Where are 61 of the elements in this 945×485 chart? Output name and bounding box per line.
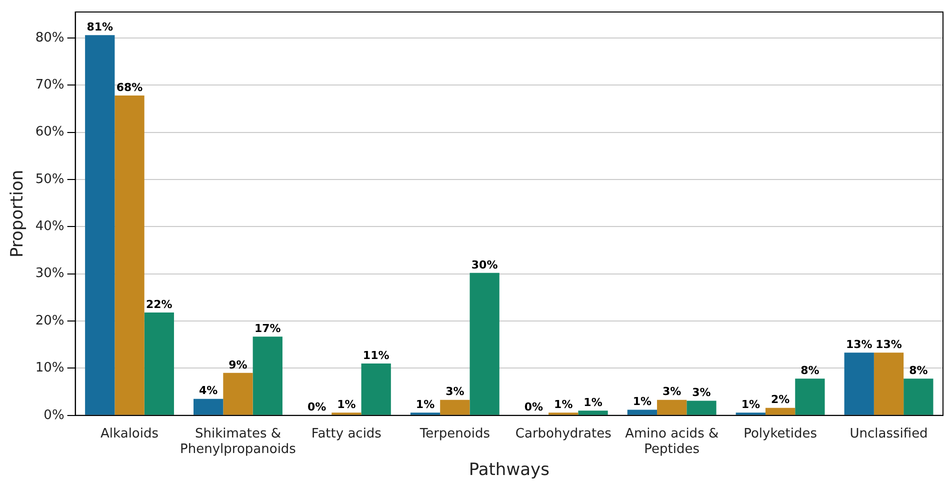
y-tick-label: 70% bbox=[35, 78, 64, 93]
y-tick-label: 0% bbox=[44, 408, 64, 423]
data-label: 17% bbox=[254, 322, 281, 335]
data-label: 4% bbox=[199, 384, 218, 398]
y-tick-label: 80% bbox=[35, 30, 64, 46]
x-tick-label: Unclassified bbox=[850, 426, 928, 442]
x-tick-label: Polyketides bbox=[744, 426, 818, 442]
data-label: 9% bbox=[228, 358, 248, 372]
bar bbox=[657, 400, 687, 415]
data-label: 1% bbox=[554, 398, 573, 411]
bar bbox=[252, 336, 282, 415]
data-label: 1% bbox=[632, 395, 652, 408]
bar bbox=[795, 378, 825, 415]
bar bbox=[85, 35, 115, 415]
data-label: 0% bbox=[307, 400, 326, 414]
bar bbox=[194, 398, 224, 415]
x-tick-label: Fatty acids bbox=[311, 426, 382, 442]
data-label: 0% bbox=[524, 400, 544, 414]
data-label: 3% bbox=[446, 385, 464, 398]
data-label: 2% bbox=[770, 393, 790, 406]
data-label: 3% bbox=[692, 386, 711, 400]
bar bbox=[765, 408, 796, 415]
data-label: 22% bbox=[146, 298, 172, 311]
bar bbox=[470, 272, 500, 415]
data-label: 13% bbox=[846, 338, 872, 352]
data-label: 1% bbox=[416, 398, 435, 411]
y-tick-label: 10% bbox=[35, 360, 64, 376]
bar bbox=[904, 378, 934, 415]
y-tick-label: 50% bbox=[35, 172, 64, 187]
y-axis-title: Proportion bbox=[8, 170, 28, 258]
y-tick-label: 20% bbox=[35, 313, 64, 328]
bar bbox=[114, 96, 144, 415]
data-label: 68% bbox=[116, 80, 143, 94]
data-label: 11% bbox=[362, 348, 390, 362]
data-label: 8% bbox=[909, 364, 928, 377]
x-tick-label: Shikimates & Phenylpropanoids bbox=[180, 426, 296, 458]
y-tick-label: 40% bbox=[35, 219, 64, 234]
bar bbox=[874, 352, 904, 415]
x-tick-label: Terpenoids bbox=[418, 426, 490, 442]
y-tick-label: 60% bbox=[35, 124, 64, 140]
x-axis-title: Pathways bbox=[468, 460, 550, 480]
x-tick-label: Amino acids & Peptides bbox=[625, 426, 719, 458]
bar bbox=[578, 410, 608, 415]
bar bbox=[223, 372, 253, 415]
data-label: 1% bbox=[337, 398, 356, 411]
data-label: 1% bbox=[584, 396, 602, 410]
bar bbox=[627, 410, 658, 415]
bar bbox=[440, 400, 470, 415]
bar bbox=[144, 312, 174, 415]
data-label: 13% bbox=[876, 338, 902, 352]
data-label: 3% bbox=[662, 385, 682, 398]
bar bbox=[844, 352, 874, 415]
data-label: 8% bbox=[800, 364, 820, 377]
y-tick-label: 30% bbox=[35, 266, 64, 282]
bar bbox=[361, 364, 391, 415]
data-label: 30% bbox=[471, 258, 498, 272]
data-label: 81% bbox=[86, 20, 114, 34]
bar bbox=[686, 400, 716, 415]
x-tick-label: Alkaloids bbox=[100, 426, 159, 442]
x-tick-label: Carbohydrates bbox=[515, 426, 612, 442]
data-label: 1% bbox=[741, 398, 760, 411]
